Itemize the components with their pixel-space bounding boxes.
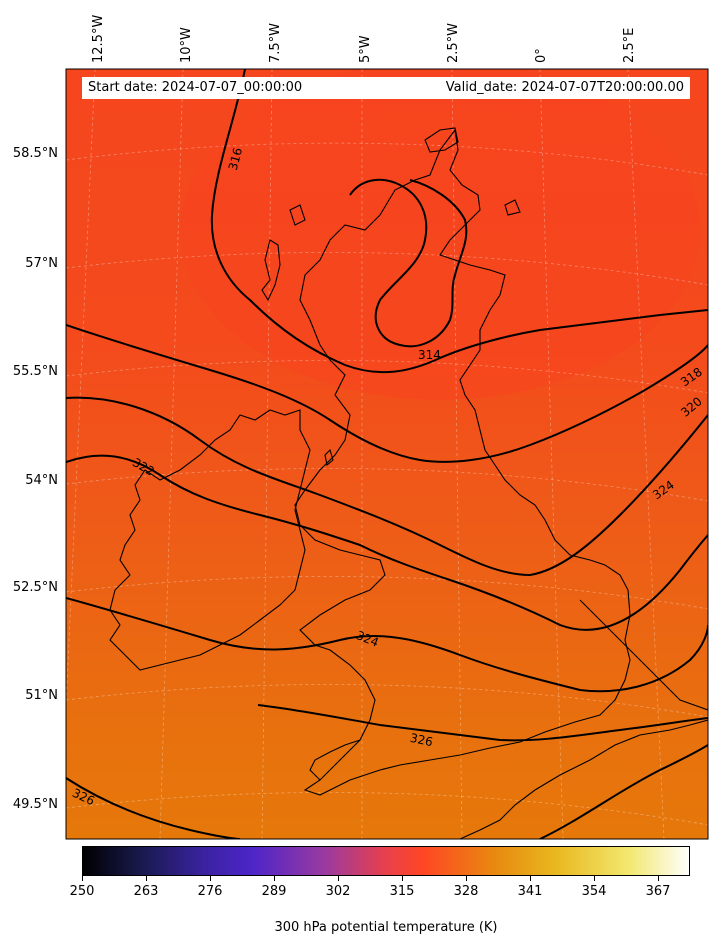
colorbar-tick-label: 263	[133, 884, 159, 899]
lon-label-0: 0°	[534, 48, 549, 63]
graticule	[66, 69, 708, 839]
colorbar-tick	[530, 876, 531, 881]
colorbar-tick	[146, 876, 147, 881]
colorbar-tick-label: 341	[517, 884, 543, 899]
contour-318	[66, 324, 708, 463]
contour-label-314: 314	[418, 348, 441, 362]
contour-324	[66, 597, 708, 693]
lat-label-58-5n: 58.5°N	[12, 146, 58, 161]
lon-label-10w: 10°W	[179, 27, 194, 63]
colorbar-tick	[658, 876, 659, 881]
lat-label-57n: 57°N	[25, 256, 58, 271]
isle-of-man-coast	[324, 448, 334, 467]
lon-label-5w: 5°W	[358, 35, 373, 63]
contour-326-c	[539, 744, 708, 839]
colorbar-tick-label: 354	[581, 884, 607, 899]
contours	[66, 69, 708, 839]
warm-core-north	[180, 69, 700, 400]
contour-314	[349, 178, 468, 348]
contour-326-a	[257, 704, 708, 742]
colorbar-gradient	[82, 846, 690, 876]
hebrides-coast	[261, 239, 281, 302]
lon-label-2-5w: 2.5°W	[446, 22, 461, 63]
colorbar-title: 300 hPa potential temperature (K)	[274, 920, 498, 935]
colorbar-tick-label: 289	[261, 884, 287, 899]
colorbar-tick-label: 276	[197, 884, 223, 899]
colorbar-tick	[210, 876, 211, 881]
lat-label-51n: 51°N	[25, 688, 58, 703]
colorbar-tick-label: 367	[645, 884, 671, 899]
colorbar-tick	[274, 876, 275, 881]
lat-label-55-5n: 55.5°N	[12, 364, 58, 379]
colorbar	[82, 846, 690, 876]
orkney-coast	[424, 127, 459, 153]
colorbar-tick	[338, 876, 339, 881]
colorbar-tick	[402, 876, 403, 881]
lon-label-2-5e: 2.5°E	[622, 27, 637, 63]
lon-label-7-5w: 7.5°W	[268, 22, 283, 63]
lat-label-52-5n: 52.5°N	[12, 580, 58, 595]
france-coast	[459, 719, 708, 839]
start-date: Start date: 2024-07-07_00:00:00	[88, 80, 303, 95]
colorbar-tick	[82, 876, 83, 881]
colorbar-tick-label: 250	[69, 884, 95, 899]
colorbar-tick-label: 328	[453, 884, 479, 899]
contour-322	[66, 454, 708, 631]
coastlines	[109, 127, 708, 839]
lat-label-49-5n: 49.5°N	[12, 797, 58, 812]
lat-label-54n: 54°N	[25, 473, 58, 488]
contour-326-b	[66, 777, 241, 839]
great-britain-coast	[294, 128, 631, 796]
lon-label-12-5w: 12.5°W	[91, 14, 106, 63]
header-box: Start date: 2024-07-07_00:00:00 Valid_da…	[82, 77, 690, 99]
colorbar-tick-label: 315	[389, 884, 415, 899]
ireland-coast	[109, 409, 311, 671]
colorbar-tick	[466, 876, 467, 881]
valid-date: Valid_date: 2024-07-07T20:00:00.00	[445, 80, 684, 95]
colorbar-tick	[594, 876, 595, 881]
colorbar-tick-label: 302	[325, 884, 351, 899]
contour-316	[210, 69, 708, 374]
contour-320	[66, 396, 708, 577]
map-frame	[65, 68, 709, 840]
